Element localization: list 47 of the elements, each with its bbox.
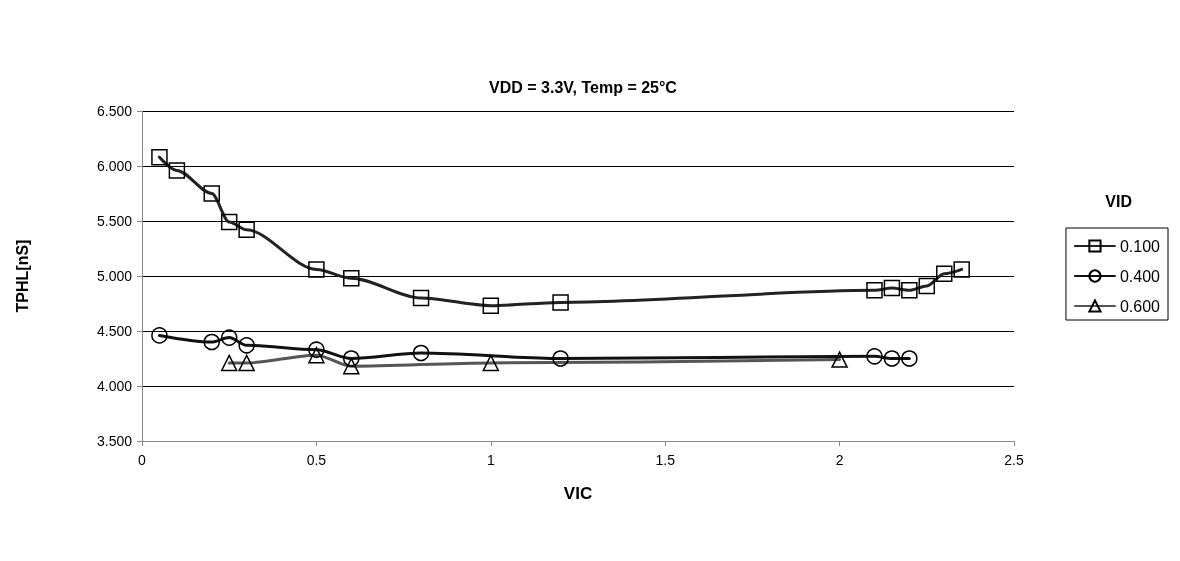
point [866, 282, 883, 299]
point [901, 282, 918, 299]
point [935, 265, 953, 283]
point [343, 269, 360, 287]
point [901, 350, 918, 367]
legend-label: 0.100 [1119, 237, 1161, 255]
y-tick-label: 3.500 [96, 433, 133, 449]
legend-label: 0.400 [1119, 267, 1161, 285]
legend-title: VID [1105, 192, 1132, 210]
y-axis-title: TPHL[nS] [13, 239, 31, 313]
x-tick-label: 1 [486, 452, 495, 468]
point [883, 279, 901, 297]
y-tick-label: 5.500 [96, 213, 133, 229]
point [203, 185, 221, 202]
y-tick-label: 6.000 [96, 158, 133, 174]
x-tick-label: 2.5 [1004, 452, 1024, 468]
legend-label: 0.600 [1119, 297, 1161, 315]
point [412, 344, 430, 362]
point [883, 350, 901, 367]
x-tick-label: 0.5 [306, 452, 327, 468]
point [482, 297, 500, 314]
point [238, 221, 255, 239]
point [552, 350, 569, 367]
point [220, 213, 238, 231]
point [203, 333, 221, 351]
x-tick-label: 1.5 [655, 452, 676, 468]
point [308, 261, 325, 278]
y-tick-label: 4.000 [96, 378, 133, 394]
x-tick-label: 0 [138, 452, 147, 468]
point [238, 337, 255, 354]
y-tick-label: 6.500 [96, 103, 133, 119]
point [343, 350, 360, 367]
point [412, 289, 430, 307]
point [220, 329, 238, 346]
point [151, 148, 168, 166]
point [168, 162, 186, 179]
point [308, 341, 325, 358]
point [866, 348, 883, 365]
chart-title: VDD = 3.3V, Temp = 25°C [489, 78, 678, 96]
x-axis-title: VIC [563, 484, 593, 503]
point [953, 261, 970, 278]
point [552, 294, 569, 311]
y-tick-label: 5.000 [96, 268, 133, 284]
point [918, 277, 936, 295]
x-tick-label: 2 [835, 452, 844, 468]
y-tick-label: 4.500 [96, 323, 133, 339]
point [151, 327, 168, 344]
